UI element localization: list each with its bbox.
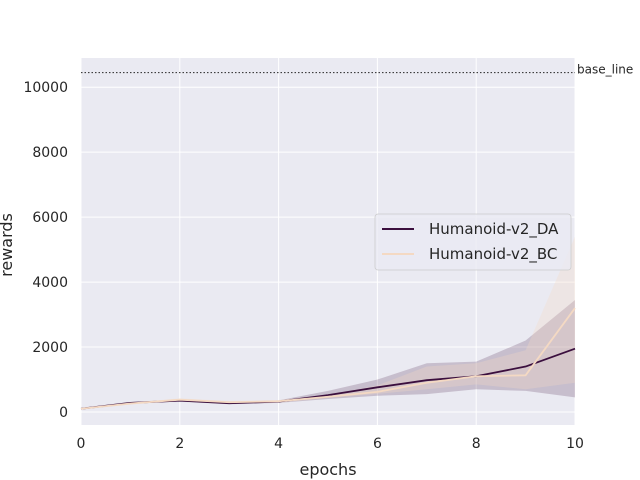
x-axis-label: epochs	[299, 460, 356, 479]
confidence-band	[81, 236, 575, 410]
series-lines	[80, 307, 576, 410]
legend-label-bc: Humanoid-v2_BC	[429, 245, 557, 264]
y-tick-label: 4000	[32, 275, 68, 291]
y-axis-label: rewards	[0, 213, 16, 277]
legend-box	[374, 213, 572, 271]
x-tick-label: 10	[566, 436, 584, 452]
y-tick-label: 8000	[32, 145, 68, 161]
x-tick-label: 8	[472, 436, 481, 452]
y-tick-label: 10000	[23, 80, 68, 96]
confidence-band	[81, 299, 575, 410]
legend: Humanoid-v2_DA Humanoid-v2_BC	[374, 213, 572, 271]
series-line	[80, 307, 576, 410]
x-tick-label: 4	[274, 436, 283, 452]
y-tick-label: 2000	[32, 340, 68, 356]
y-tick-label: 0	[59, 405, 68, 421]
x-tick-labels: 0 2 4 6 8 10	[77, 436, 584, 452]
baseline-label: base_line	[577, 63, 633, 77]
y-tick-labels: 0 2000 4000 6000 8000 10000	[23, 80, 68, 421]
x-tick-label: 0	[77, 436, 86, 452]
legend-label-da: Humanoid-v2_DA	[429, 220, 559, 239]
x-tick-label: 6	[373, 436, 382, 452]
confidence-bands	[81, 236, 575, 410]
x-tick-label: 2	[175, 436, 184, 452]
y-tick-label: 6000	[32, 210, 68, 226]
